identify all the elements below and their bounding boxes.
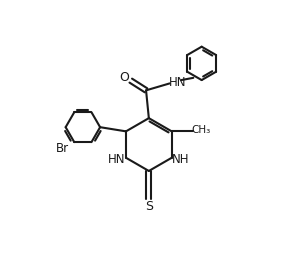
Text: NH: NH — [172, 153, 189, 167]
Text: O: O — [120, 71, 130, 84]
Text: CH₃: CH₃ — [192, 125, 211, 135]
Text: HN: HN — [169, 76, 186, 88]
Text: S: S — [145, 200, 153, 213]
Text: HN: HN — [108, 153, 126, 167]
Text: Br: Br — [56, 142, 69, 155]
